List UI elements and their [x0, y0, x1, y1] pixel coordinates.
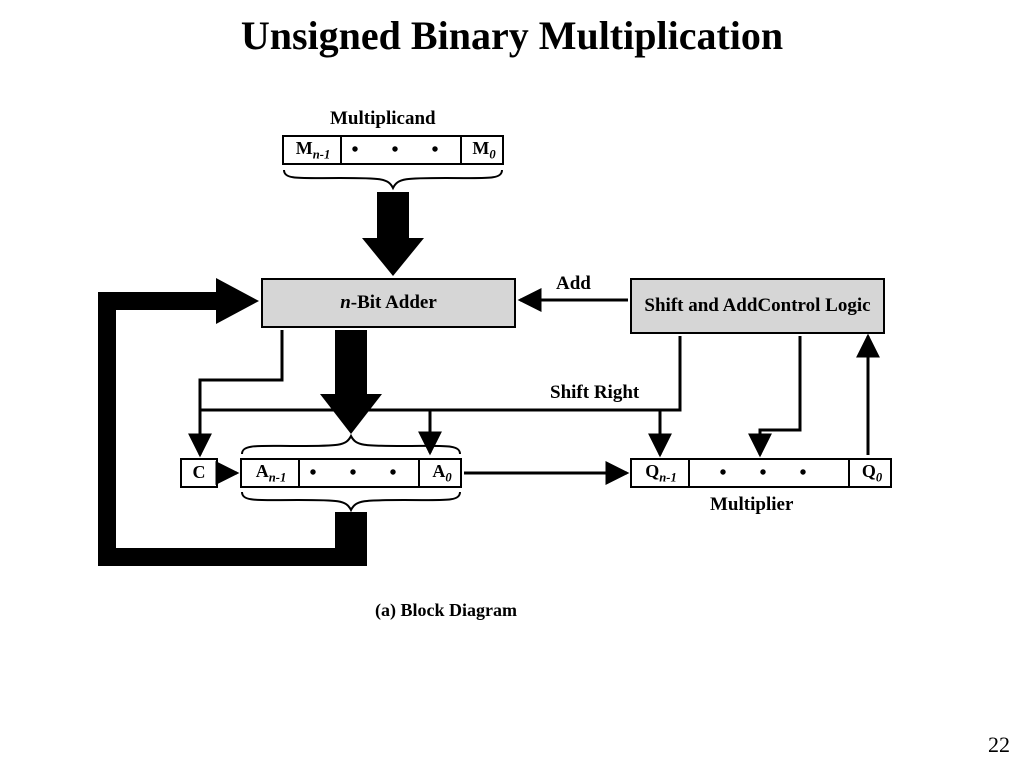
register-A-dots: • • •: [300, 460, 420, 486]
diagram-overlay: [0, 0, 1024, 768]
page-number: 22: [988, 732, 1010, 758]
register-A: An-1 • • • A0: [240, 458, 462, 488]
register-Q-lsb: Q0: [850, 460, 894, 486]
control-label: Shift and Add Control Logic: [632, 280, 883, 332]
page-title: Unsigned Binary Multiplication: [0, 12, 1024, 59]
register-C: C: [180, 458, 218, 488]
label-multiplier: Multiplier: [710, 494, 793, 516]
block-adder: n-Bit Adder: [261, 278, 516, 328]
register-M-msb: Mn-1: [284, 137, 342, 163]
register-C-label: C: [182, 460, 216, 486]
label-add: Add: [556, 273, 591, 295]
label-shift-right: Shift Right: [550, 382, 639, 404]
register-Q-msb: Qn-1: [632, 460, 690, 486]
register-Q: Qn-1 • • • Q0: [630, 458, 892, 488]
caption: (a) Block Diagram: [375, 600, 517, 621]
register-M-lsb: M0: [462, 137, 506, 163]
block-control: Shift and Add Control Logic: [630, 278, 885, 334]
adder-label: n-Bit Adder: [263, 280, 514, 326]
register-A-msb: An-1: [242, 460, 300, 486]
register-Q-dots: • • •: [690, 460, 850, 486]
register-A-lsb: A0: [420, 460, 464, 486]
register-M: Mn-1 • • • M0: [282, 135, 504, 165]
label-multiplicand: Multiplicand: [330, 108, 436, 130]
register-M-dots: • • •: [342, 137, 462, 163]
title-text: Unsigned Binary Multiplication: [241, 13, 783, 58]
